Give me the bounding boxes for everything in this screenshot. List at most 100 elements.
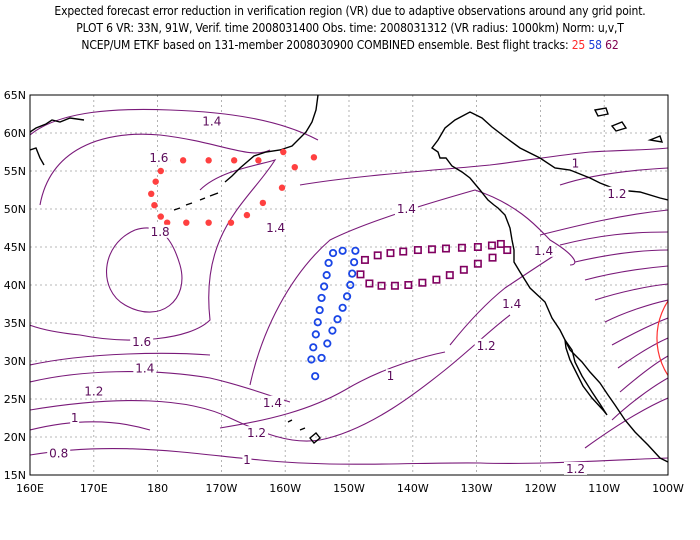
track-point <box>148 190 155 197</box>
track-point <box>413 246 422 255</box>
track-point <box>152 178 159 185</box>
track-point <box>317 353 326 363</box>
contour-label-bg <box>385 369 395 383</box>
contour-ring-1-2 <box>559 167 668 186</box>
figure-title: Expected forecast error reduction in ver… <box>0 3 700 54</box>
contour-label: 1 <box>387 369 395 383</box>
contour-label: 1.4 <box>397 202 416 216</box>
lon-label: 110W <box>588 482 620 495</box>
lon-label: 180 <box>147 482 168 495</box>
contour-1-2-west <box>30 371 291 403</box>
contour-label: 1.4 <box>202 115 221 129</box>
track-point <box>360 255 369 264</box>
contour-label: 1.4 <box>266 221 285 235</box>
track-point <box>342 292 352 301</box>
track-point <box>404 280 413 289</box>
contour-1-2-east <box>449 254 556 346</box>
contour-label-bg <box>147 151 171 165</box>
track-point <box>356 270 365 279</box>
contour-ring-d <box>594 283 668 301</box>
contour-label: 1.6 <box>149 151 168 165</box>
contour-label-bg <box>130 335 154 348</box>
contour-label: 1.4 <box>502 297 521 311</box>
track-point <box>151 202 158 209</box>
alaska-coast <box>224 95 319 183</box>
title-line-1: Expected forecast error reduction in ver… <box>54 4 646 18</box>
track-point <box>487 241 496 250</box>
contour-ring-j <box>584 397 668 449</box>
contour-label-bg <box>605 186 629 200</box>
track-point <box>157 167 164 175</box>
contour-label: 1.2 <box>247 426 266 440</box>
contour-label: 1.4 <box>135 362 154 376</box>
contour-1-6 <box>30 158 277 341</box>
latitude-axis-labels: 65N 60N 55N 50N 45N 40N 35N 30N 25N 20N 15N <box>4 89 26 482</box>
contour-ring-1-4 <box>539 209 668 236</box>
contour-ring-a <box>559 231 668 246</box>
contour-ring-1 <box>299 147 668 186</box>
lon-label: 160W <box>269 482 301 495</box>
flight-track-58 <box>307 246 360 381</box>
lon-label: 170E <box>80 482 108 495</box>
track-point <box>399 247 408 256</box>
graticule <box>30 95 668 475</box>
contour-label-bg <box>474 338 498 352</box>
contour-label: 1 <box>572 156 580 170</box>
contour-1-6-north <box>39 133 271 206</box>
baja-peninsula <box>564 339 608 416</box>
track-point <box>390 281 399 290</box>
contour-label: 1.2 <box>566 462 585 476</box>
contour-ring-f <box>611 317 668 346</box>
title-line-3: NCEP/UM ETKF based on 131-member 2008030… <box>0 37 700 54</box>
track-point <box>243 211 251 219</box>
kamchatka <box>30 147 45 166</box>
track-point <box>163 219 171 226</box>
track-point <box>503 246 512 255</box>
contour-label-bg <box>148 224 172 238</box>
track-point <box>227 219 235 226</box>
track-point <box>441 244 450 253</box>
track-point <box>309 343 318 352</box>
track-point <box>259 199 267 207</box>
contour-label: 1.2 <box>607 187 626 201</box>
contour-ring-h <box>619 355 668 393</box>
track-point <box>324 258 333 268</box>
lat-label: 40N <box>4 279 26 292</box>
track-point <box>313 318 322 327</box>
track-point <box>322 271 331 280</box>
contour-label: 1 <box>71 411 79 425</box>
lat-label: 45N <box>4 241 26 254</box>
contour-1-8 <box>105 227 183 313</box>
coastlines <box>30 95 668 463</box>
lat-label: 20N <box>4 431 26 444</box>
contour-lines <box>30 108 668 465</box>
track-point <box>365 279 374 288</box>
lat-label: 55N <box>4 165 26 178</box>
contour-1-4-north <box>30 108 319 141</box>
track-point <box>445 271 454 280</box>
track-point <box>432 275 441 284</box>
track-25-label: 25 <box>571 38 586 52</box>
track-point <box>315 305 324 315</box>
lon-label: 100W <box>652 482 684 495</box>
contour-label-bg <box>570 156 580 170</box>
track-point <box>338 246 347 255</box>
track-point <box>205 219 212 226</box>
contour-label-bg <box>500 297 524 310</box>
track-58-label: 58 <box>588 38 602 52</box>
lon-label: 140W <box>397 482 429 495</box>
track-62-label: 62 <box>605 38 619 52</box>
verification-region-circle <box>656 299 668 377</box>
contour-label: 1.2 <box>477 339 496 353</box>
track-point <box>307 355 316 364</box>
track-point <box>157 213 164 220</box>
contour-label: 1.4 <box>534 244 553 258</box>
track-point <box>310 154 318 161</box>
contour-1-4-central <box>249 189 576 386</box>
contour-ring-c <box>584 265 668 281</box>
lon-label: 160E <box>16 482 44 495</box>
track-point <box>418 278 427 287</box>
contour-label-bg <box>242 452 252 466</box>
contour-label: 1.6 <box>132 335 151 349</box>
